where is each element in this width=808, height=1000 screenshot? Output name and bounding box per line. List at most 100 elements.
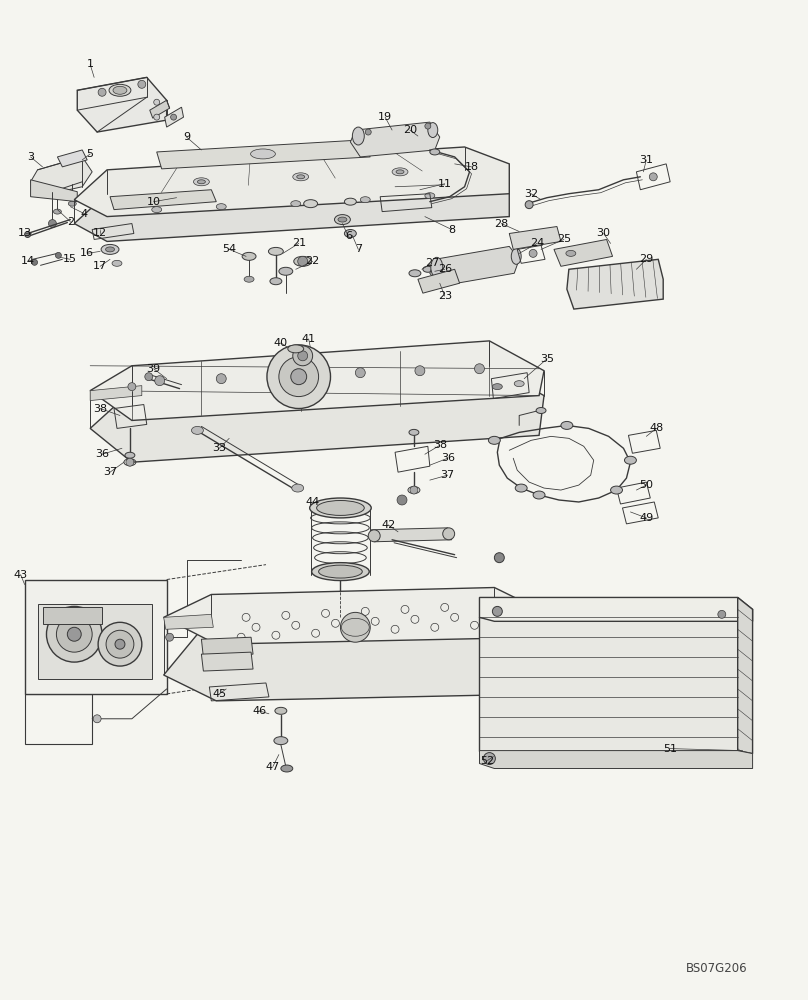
- Text: 23: 23: [438, 291, 452, 301]
- Polygon shape: [164, 611, 547, 701]
- Text: 47: 47: [266, 762, 280, 772]
- Ellipse shape: [409, 429, 419, 435]
- Text: 46: 46: [252, 706, 266, 716]
- Circle shape: [718, 610, 726, 618]
- Text: 1: 1: [86, 59, 94, 69]
- Circle shape: [154, 114, 160, 120]
- Polygon shape: [43, 607, 102, 624]
- Ellipse shape: [409, 270, 421, 277]
- Ellipse shape: [312, 563, 369, 581]
- Text: 50: 50: [639, 480, 654, 490]
- Ellipse shape: [292, 484, 304, 492]
- Ellipse shape: [330, 608, 351, 618]
- Ellipse shape: [430, 149, 440, 155]
- Text: 11: 11: [438, 179, 452, 189]
- Text: 52: 52: [481, 756, 494, 766]
- Polygon shape: [90, 386, 142, 401]
- Text: 49: 49: [639, 513, 654, 523]
- Circle shape: [106, 630, 134, 658]
- Ellipse shape: [193, 178, 209, 186]
- Text: 33: 33: [213, 443, 226, 453]
- Ellipse shape: [152, 207, 162, 213]
- Text: 4: 4: [81, 209, 88, 219]
- Circle shape: [57, 616, 92, 652]
- Circle shape: [494, 553, 504, 563]
- Polygon shape: [567, 259, 663, 309]
- Text: 18: 18: [465, 162, 478, 172]
- Polygon shape: [90, 341, 544, 420]
- Text: 3: 3: [27, 152, 34, 162]
- Ellipse shape: [106, 247, 115, 252]
- Ellipse shape: [318, 565, 362, 578]
- Text: 20: 20: [403, 125, 417, 135]
- Circle shape: [67, 627, 82, 641]
- Ellipse shape: [197, 180, 205, 184]
- Circle shape: [425, 123, 431, 129]
- Ellipse shape: [191, 426, 204, 434]
- Ellipse shape: [309, 498, 371, 518]
- Ellipse shape: [625, 456, 637, 464]
- Ellipse shape: [425, 193, 435, 199]
- Ellipse shape: [396, 170, 404, 174]
- Text: 36: 36: [95, 449, 109, 459]
- Circle shape: [474, 364, 485, 374]
- Text: 38: 38: [433, 440, 447, 450]
- Text: 5: 5: [86, 149, 94, 159]
- Ellipse shape: [125, 452, 135, 458]
- Circle shape: [529, 249, 537, 257]
- Text: 31: 31: [639, 155, 654, 165]
- Text: 10: 10: [147, 197, 161, 207]
- Ellipse shape: [294, 256, 312, 266]
- Polygon shape: [370, 528, 452, 542]
- Polygon shape: [90, 366, 544, 462]
- Circle shape: [267, 345, 330, 409]
- Circle shape: [397, 495, 407, 505]
- Polygon shape: [149, 100, 170, 118]
- Circle shape: [365, 129, 371, 135]
- Text: 36: 36: [440, 453, 455, 463]
- Circle shape: [166, 633, 174, 641]
- Polygon shape: [74, 170, 509, 241]
- Text: 17: 17: [93, 261, 107, 271]
- Ellipse shape: [335, 215, 351, 225]
- Ellipse shape: [492, 384, 503, 390]
- Polygon shape: [37, 604, 152, 679]
- Ellipse shape: [611, 486, 622, 494]
- Ellipse shape: [292, 173, 309, 181]
- Polygon shape: [57, 150, 87, 167]
- Circle shape: [47, 606, 102, 662]
- Circle shape: [93, 715, 101, 723]
- Text: 43: 43: [14, 570, 27, 580]
- Polygon shape: [164, 588, 547, 644]
- Text: 41: 41: [301, 334, 316, 344]
- Ellipse shape: [244, 276, 254, 282]
- Text: 25: 25: [557, 234, 571, 244]
- Ellipse shape: [423, 266, 433, 272]
- Ellipse shape: [101, 244, 119, 254]
- Polygon shape: [165, 107, 183, 127]
- Text: 16: 16: [80, 248, 95, 258]
- Ellipse shape: [112, 260, 122, 266]
- Ellipse shape: [368, 530, 381, 542]
- Circle shape: [154, 99, 160, 105]
- Polygon shape: [164, 614, 213, 629]
- Circle shape: [415, 366, 425, 376]
- Circle shape: [483, 753, 495, 765]
- Circle shape: [98, 88, 106, 96]
- Polygon shape: [24, 580, 166, 694]
- Text: 19: 19: [378, 112, 392, 122]
- Text: 9: 9: [183, 132, 190, 142]
- Ellipse shape: [304, 200, 318, 208]
- Circle shape: [24, 232, 31, 237]
- Ellipse shape: [288, 345, 304, 353]
- Text: 29: 29: [639, 254, 654, 264]
- Polygon shape: [554, 239, 612, 266]
- Circle shape: [340, 612, 370, 642]
- Circle shape: [48, 220, 57, 228]
- Ellipse shape: [392, 168, 408, 176]
- Circle shape: [356, 368, 365, 378]
- Text: 15: 15: [63, 254, 78, 264]
- Polygon shape: [351, 122, 440, 157]
- Text: 27: 27: [425, 258, 439, 268]
- Polygon shape: [479, 617, 738, 751]
